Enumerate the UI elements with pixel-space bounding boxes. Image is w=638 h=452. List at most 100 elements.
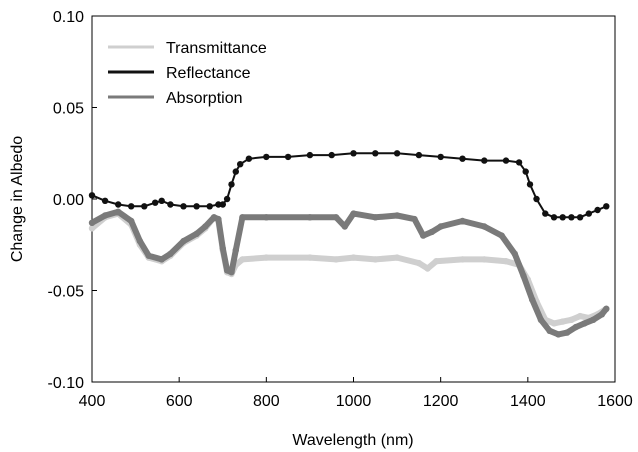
data-point	[568, 214, 575, 221]
y-tick-label: -0.05	[48, 284, 85, 301]
data-point	[180, 203, 187, 210]
series-line	[89, 208, 610, 338]
data-point	[585, 210, 592, 217]
data-point	[215, 201, 222, 208]
data-point	[550, 320, 558, 327]
data-point	[193, 203, 200, 210]
data-point	[459, 155, 466, 162]
y-tick-label: -0.10	[48, 375, 85, 392]
data-point	[237, 161, 244, 168]
data-point	[88, 192, 96, 199]
data-point	[228, 181, 235, 188]
data-point	[306, 254, 314, 261]
data-point	[284, 153, 292, 161]
data-point	[145, 252, 152, 259]
data-point	[152, 199, 159, 206]
data-point	[372, 214, 379, 221]
data-point	[141, 203, 148, 210]
data-point	[332, 214, 340, 221]
x-tick-label: 600	[166, 393, 193, 410]
data-point	[459, 256, 466, 263]
data-point	[115, 208, 122, 215]
data-point	[433, 258, 440, 265]
data-point	[306, 151, 314, 159]
data-point	[522, 168, 529, 175]
data-point	[167, 201, 174, 208]
data-point	[581, 320, 588, 327]
data-point	[219, 245, 226, 252]
data-point	[219, 201, 226, 208]
data-point	[101, 197, 109, 204]
data-point	[481, 157, 488, 164]
x-tick-label: 1600	[597, 393, 633, 410]
x-tick-label: 1000	[336, 393, 372, 410]
y-axis: -0.10 -0.05 0.00 0.05 0.10	[48, 9, 97, 392]
data-point	[563, 329, 571, 336]
data-point	[263, 214, 270, 221]
data-point	[88, 225, 96, 232]
data-point	[546, 327, 553, 334]
data-point	[502, 258, 510, 265]
data-point	[576, 312, 584, 320]
data-point	[459, 217, 466, 225]
data-point	[555, 331, 562, 338]
data-point	[515, 159, 523, 166]
data-point	[88, 219, 96, 226]
data-point	[228, 269, 235, 276]
data-point	[415, 259, 423, 267]
series-absorption	[88, 208, 610, 338]
data-point	[542, 210, 549, 217]
data-point	[393, 212, 401, 219]
series-layer	[88, 150, 610, 338]
data-point	[572, 323, 579, 331]
data-point	[245, 155, 253, 162]
data-point	[415, 151, 423, 159]
data-point	[437, 223, 444, 230]
data-point	[598, 311, 606, 318]
legend-label: Transmittance	[166, 40, 267, 57]
data-point	[263, 153, 270, 161]
data-point	[372, 150, 379, 157]
data-point	[550, 214, 558, 221]
data-point	[206, 203, 213, 210]
data-point	[526, 181, 534, 188]
data-point	[533, 195, 540, 203]
data-point	[350, 210, 357, 217]
data-point	[263, 254, 270, 261]
data-point	[101, 212, 109, 219]
y-tick-label: 0.00	[53, 192, 84, 209]
data-point	[158, 197, 165, 204]
legend: Transmittance Reflectance Absorption	[108, 40, 267, 107]
data-point	[350, 150, 357, 157]
data-point	[437, 153, 444, 161]
data-point	[332, 256, 340, 263]
data-point	[232, 247, 239, 254]
data-point	[420, 232, 427, 239]
data-point	[411, 215, 418, 223]
data-point	[232, 168, 239, 175]
y-tick-label: 0.10	[53, 9, 84, 26]
data-point	[498, 232, 505, 239]
x-tick-label: 400	[79, 393, 106, 410]
y-axis-title: Change in Albedo	[9, 136, 26, 262]
data-point	[328, 151, 335, 159]
data-point	[215, 215, 222, 223]
data-point	[529, 296, 536, 303]
data-point	[594, 206, 601, 214]
series-transmittance	[88, 210, 610, 327]
data-point	[239, 256, 246, 263]
data-point	[193, 230, 200, 237]
data-point	[520, 272, 527, 280]
data-point	[576, 214, 584, 221]
data-point	[341, 223, 348, 230]
data-point	[128, 217, 135, 225]
x-axis-title: Wavelength (nm)	[292, 432, 413, 449]
data-point	[568, 316, 575, 323]
data-point	[537, 316, 545, 323]
data-point	[306, 214, 314, 221]
data-point	[603, 305, 610, 312]
data-point	[223, 195, 231, 203]
data-point	[424, 265, 431, 272]
data-point	[511, 250, 518, 258]
